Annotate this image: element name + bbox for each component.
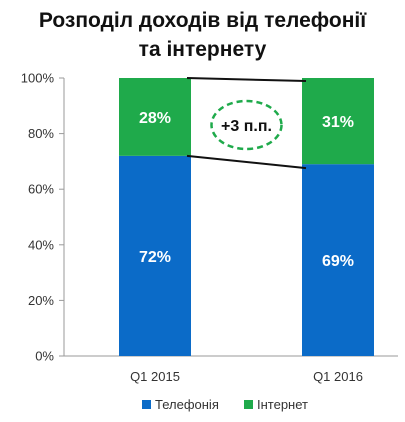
legend-label: Інтернет — [257, 397, 308, 412]
annotation-ellipse — [210, 99, 283, 151]
y-tick-label: 20% — [28, 293, 54, 308]
connector-line-boundary — [186, 154, 307, 170]
chart-title-line-1: Розподіл доходів від телефонії — [38, 9, 367, 32]
x-tick-label: Q1 2016 — [313, 369, 363, 384]
bar-internet — [302, 78, 374, 165]
legend-label: Телефонія — [155, 397, 219, 412]
y-tick-label: 80% — [28, 126, 54, 141]
legend-swatch — [244, 400, 253, 409]
data-label: 28% — [139, 110, 171, 127]
legend-swatch — [142, 400, 151, 409]
data-label: 69% — [322, 253, 354, 270]
bar-telephony — [302, 164, 374, 356]
data-label: 72% — [139, 249, 171, 266]
y-tick-label: 60% — [28, 182, 54, 197]
annotation-label: +3 п.п. — [221, 118, 272, 135]
y-tick-label: 0% — [35, 349, 54, 364]
bar-telephony — [119, 155, 191, 356]
data-label: 31% — [322, 114, 354, 131]
chart-title: Розподіл доходів від телефонії та інтерн… — [0, 6, 405, 64]
connector-line-top — [186, 77, 307, 82]
y-tick-label: 40% — [28, 237, 54, 252]
x-tick-label: Q1 2015 — [130, 369, 180, 384]
bar-internet — [119, 78, 191, 156]
y-tick-label: 100% — [21, 71, 55, 86]
chart-title-line-2: та інтернету — [138, 38, 267, 61]
